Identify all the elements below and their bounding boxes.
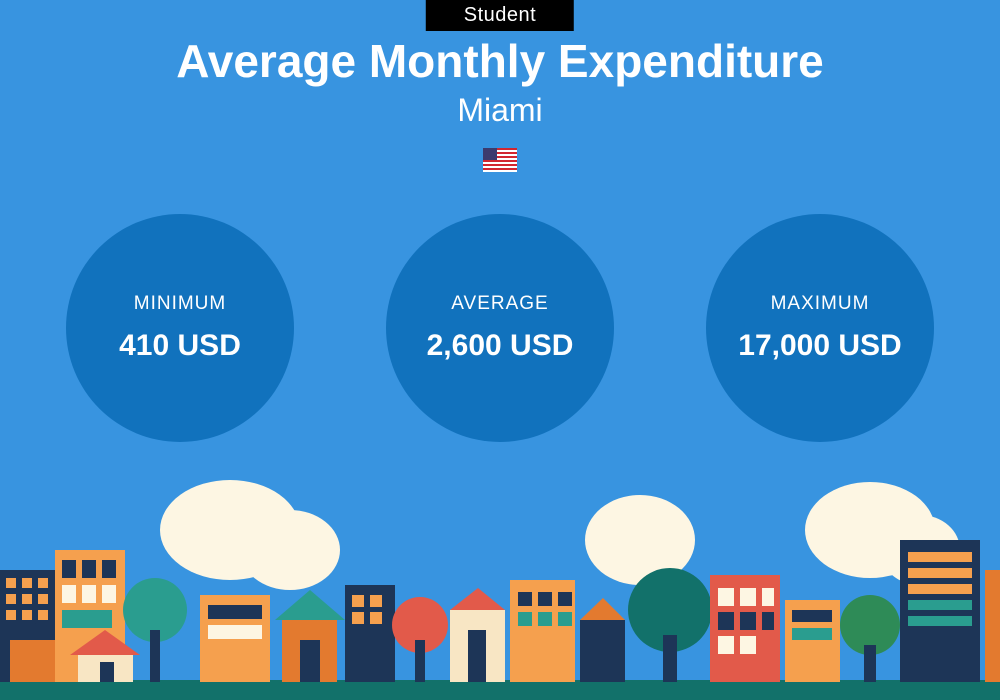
flag-icon <box>483 148 517 172</box>
stats-row: MINIMUM 410 USD AVERAGE 2,600 USD MAXIMU… <box>0 214 1000 442</box>
category-tag: Student <box>426 0 574 31</box>
stat-label: MINIMUM <box>134 293 226 315</box>
city-name: Miami <box>0 92 1000 129</box>
stat-value: 17,000 USD <box>738 329 901 363</box>
stat-value: 410 USD <box>119 329 241 363</box>
stat-label: AVERAGE <box>451 293 548 315</box>
cityscape-illustration <box>0 480 1000 700</box>
stat-maximum: MAXIMUM 17,000 USD <box>706 214 934 442</box>
stat-value: 2,600 USD <box>427 329 574 363</box>
page-title: Average Monthly Expenditure <box>0 34 1000 88</box>
stat-average: AVERAGE 2,600 USD <box>386 214 614 442</box>
stat-minimum: MINIMUM 410 USD <box>66 214 294 442</box>
stat-label: MAXIMUM <box>771 293 870 315</box>
